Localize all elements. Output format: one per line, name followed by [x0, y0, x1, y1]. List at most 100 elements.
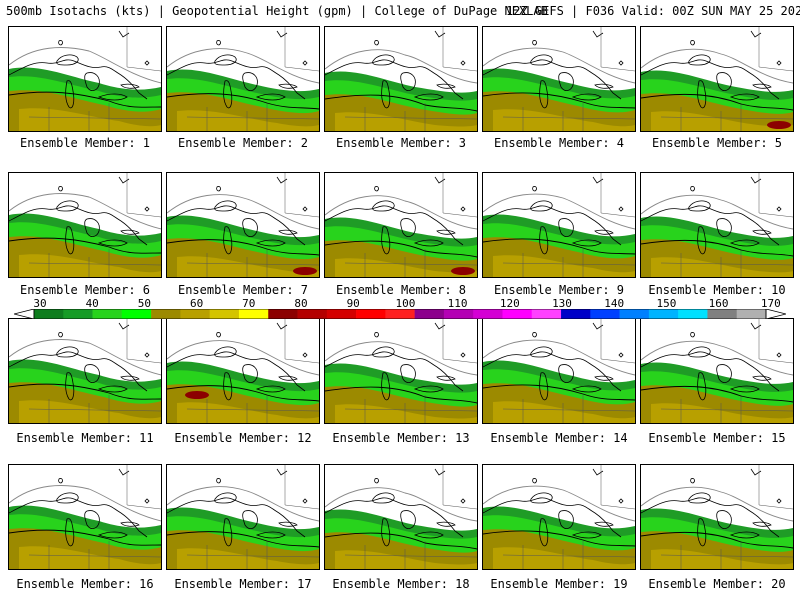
height-contour [483, 485, 635, 522]
height-contour [9, 383, 161, 400]
lake-superior [214, 492, 237, 504]
lake-erie [255, 93, 286, 101]
lake-erie [571, 239, 602, 247]
colorbar-swatch [619, 309, 650, 319]
lake-outline-small [532, 186, 537, 192]
lake-michigan [539, 80, 549, 109]
lake-huron [716, 364, 732, 383]
height-contour [9, 485, 161, 522]
state-borders [660, 173, 793, 277]
ensemble-panel-8 [324, 172, 478, 278]
coastline-bay [118, 468, 130, 476]
lake-ontario [594, 375, 614, 381]
island-outline [144, 60, 150, 66]
height-contour [641, 194, 793, 230]
ensemble-member-label: Ensemble Member: 9 [493, 283, 625, 297]
colorbar-tick-label: 150 [656, 297, 677, 310]
island-outline [144, 352, 150, 358]
coastline-bay [276, 30, 288, 38]
height-contour [167, 340, 319, 376]
lake-ontario [436, 521, 456, 527]
lake-huron [716, 218, 732, 237]
map-12 [167, 319, 319, 423]
height-contour [325, 532, 477, 550]
height-contour [641, 385, 793, 403]
lake-erie [97, 385, 128, 393]
lake-erie [97, 531, 128, 539]
colorbar-tick-label: 120 [499, 297, 520, 310]
lake-ontario [594, 83, 614, 89]
border-line [483, 497, 622, 538]
island-outline [618, 206, 624, 212]
coastline-bay [592, 468, 604, 476]
border-line [9, 59, 148, 100]
lake-huron [242, 218, 258, 237]
ensemble-member-label: Ensemble Member: 11 [16, 431, 154, 445]
height-contour [483, 530, 635, 547]
height-contour [9, 47, 161, 84]
state-borders [502, 319, 635, 423]
coastline-bay [592, 322, 604, 330]
island-outline [776, 498, 782, 504]
island-outline [776, 352, 782, 358]
isotach-band-70 [19, 108, 161, 131]
state-borders [660, 319, 793, 423]
ensemble-panel-12 [166, 318, 320, 424]
coastline-bay [118, 176, 130, 184]
colorbar-tick-label: 90 [346, 297, 360, 310]
lake-ontario [436, 375, 456, 381]
coastline-bay [434, 176, 446, 184]
map-4 [483, 27, 635, 131]
lake-erie [571, 531, 602, 539]
colorbar-swatch [648, 309, 679, 319]
colorbar-tick-label: 170 [760, 297, 781, 310]
state-borders [660, 27, 793, 131]
ensemble-panel-10 [640, 172, 794, 278]
map-10 [641, 173, 793, 277]
isotach-band-70 [651, 549, 793, 569]
lake-huron [84, 510, 100, 529]
isotach-band-70 [493, 255, 635, 277]
ensemble-panel-20 [640, 464, 794, 570]
isotach-band-70 [177, 256, 319, 277]
coastline-bay [118, 322, 130, 330]
height-contour [325, 94, 477, 112]
lake-superior [56, 346, 79, 358]
ensemble-member-label: Ensemble Member: 2 [177, 136, 309, 150]
lake-outline-small [58, 478, 63, 484]
lake-outline-small [690, 186, 695, 192]
isotach-max [185, 391, 209, 399]
ensemble-panel-19 [482, 464, 636, 570]
lake-outline-small [374, 40, 379, 46]
height-contour [167, 93, 319, 110]
colorbar-swatch [414, 309, 445, 319]
height-contour [9, 237, 161, 254]
lake-outline-small [690, 478, 695, 484]
colorbar-swatch [92, 309, 123, 319]
state-borders [186, 27, 319, 131]
ensemble-member-label: Ensemble Member: 6 [19, 283, 151, 297]
ensemble-panel-6 [8, 172, 162, 278]
lake-michigan [697, 518, 707, 547]
lake-outline-small [690, 332, 695, 338]
coastline-bay [750, 468, 762, 476]
lake-outline-small [532, 332, 537, 338]
map-17 [167, 465, 319, 569]
state-borders [660, 465, 793, 569]
ensemble-panel-16 [8, 464, 162, 570]
border-line [167, 205, 306, 246]
lake-outline-small [216, 332, 221, 338]
island-outline [302, 206, 308, 212]
colorbar-tick-label: 160 [708, 297, 729, 310]
lake-huron [84, 364, 100, 383]
border-line [483, 59, 622, 100]
lake-erie [97, 239, 128, 247]
lake-outline-small [374, 478, 379, 484]
isotach-max [451, 267, 475, 275]
height-contour [641, 48, 793, 84]
ensemble-member-label: Ensemble Member: 8 [335, 283, 467, 297]
ensemble-panel-4 [482, 26, 636, 132]
lake-ontario [278, 229, 298, 235]
map-16 [9, 465, 161, 569]
ensemble-member-label: Ensemble Member: 19 [490, 577, 628, 591]
